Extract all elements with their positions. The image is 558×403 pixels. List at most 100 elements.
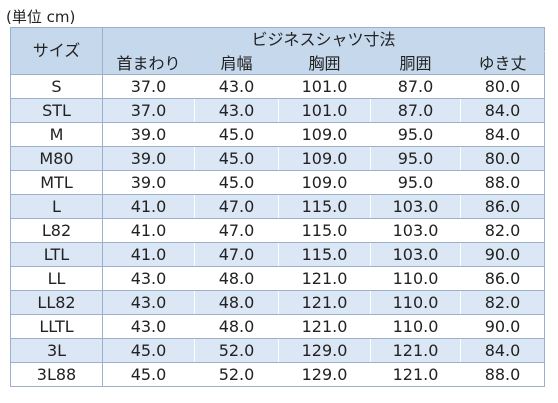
column-header-shoulder: 肩幅 [194,51,279,75]
size-cell: MTL [10,170,103,195]
size-table: サイズ ビジネスシャツ寸法 首まわり 肩幅 胸囲 胴囲 ゆき丈 S 37.0 43.… [10,27,546,387]
size-cell: 3L88 [10,362,103,387]
size-cell: LTL [10,242,103,267]
measurement-cell: 47.0 [194,194,279,219]
measurement-cell: 43.0 [194,98,279,123]
table-row: 3L88 45.0 52.0 129.0 121.0 88.0 [10,362,546,387]
measurement-cell: 45.0 [194,122,279,147]
measurement-cell: 45.0 [194,146,279,171]
measurement-cell: 52.0 [194,362,279,387]
measurement-cell: 101.0 [278,98,371,123]
measurement-cell: 87.0 [370,98,461,123]
unit-note: (単位 cm) [6,8,76,26]
table-row: S 37.0 43.0 101.0 87.0 80.0 [10,74,546,99]
measurement-cell: 129.0 [278,338,371,363]
table-row: LTL 41.0 47.0 115.0 103.0 90.0 [10,242,546,267]
measurement-cell: 41.0 [102,194,195,219]
measurement-cell: 110.0 [370,290,461,315]
measurement-cell: 95.0 [370,146,461,171]
measurement-cell: 84.0 [460,98,546,123]
measurement-cell: 48.0 [194,266,279,291]
size-cell: L [10,194,103,219]
measurement-cell: 52.0 [194,338,279,363]
measurement-cell: 129.0 [278,362,371,387]
size-cell: M [10,122,103,147]
measurement-cell: 84.0 [460,122,546,147]
measurement-cell: 47.0 [194,242,279,267]
measurement-cell: 41.0 [102,242,195,267]
measurement-cell: 109.0 [278,170,371,195]
column-header-waist: 胴囲 [370,51,461,75]
measurement-cell: 37.0 [102,74,195,99]
shirt-measurements-header: ビジネスシャツ寸法 [101,27,546,52]
measurement-cell: 95.0 [370,122,461,147]
measurement-cell: 80.0 [460,146,546,171]
measurement-cell: 47.0 [194,218,279,243]
measurement-cell: 121.0 [278,314,371,339]
measurement-cell: 103.0 [370,194,461,219]
measurement-cell: 95.0 [370,170,461,195]
size-cell: 3L [10,338,103,363]
measurement-cell: 90.0 [460,314,546,339]
measurement-cell: 43.0 [102,314,195,339]
measurement-cell: 121.0 [370,362,461,387]
measurement-cell: 88.0 [460,362,546,387]
measurement-cell: 115.0 [278,218,371,243]
measurement-cell: 109.0 [278,146,371,171]
table-row: LLTL 43.0 48.0 121.0 110.0 90.0 [10,314,546,339]
table-row: M80 39.0 45.0 109.0 95.0 80.0 [10,146,546,171]
table-row: STL 37.0 43.0 101.0 87.0 84.0 [10,98,546,123]
measurement-cell: 80.0 [460,74,546,99]
measurement-cell: 121.0 [278,290,371,315]
measurement-cell: 90.0 [460,242,546,267]
measurement-cell: 43.0 [102,290,195,315]
column-header-neck: 首まわり [102,51,195,75]
measurement-cell: 121.0 [278,266,371,291]
measurement-cell: 48.0 [194,290,279,315]
measurement-cell: 86.0 [460,194,546,219]
measurement-cell: 41.0 [102,218,195,243]
table-row: MTL 39.0 45.0 109.0 95.0 88.0 [10,170,546,195]
table-row: L 41.0 47.0 115.0 103.0 86.0 [10,194,546,219]
size-column-header: サイズ [10,27,103,75]
table-row: LL 43.0 48.0 121.0 110.0 86.0 [10,266,546,291]
measurement-cell: 115.0 [278,242,371,267]
measurement-cell: 39.0 [102,122,195,147]
measurement-cell: 43.0 [194,74,279,99]
measurement-cell: 121.0 [370,338,461,363]
table-row: 3L 45.0 52.0 129.0 121.0 84.0 [10,338,546,363]
measurement-cell: 86.0 [460,266,546,291]
measurement-cell: 84.0 [460,338,546,363]
measurement-cell: 82.0 [460,290,546,315]
size-cell: STL [10,98,103,123]
table-row: LL82 43.0 48.0 121.0 110.0 82.0 [10,290,546,315]
table-row: L82 41.0 47.0 115.0 103.0 82.0 [10,218,546,243]
measurement-cell: 37.0 [102,98,195,123]
measurement-cell: 110.0 [370,266,461,291]
measurement-cell: 45.0 [102,362,195,387]
measurement-cell: 103.0 [370,242,461,267]
size-cell: LL82 [10,290,103,315]
measurement-cell: 82.0 [460,218,546,243]
measurement-cell: 115.0 [278,194,371,219]
measurement-cell: 101.0 [278,74,371,99]
measurement-cell: 43.0 [102,266,195,291]
column-header-chest: 胸囲 [278,51,371,75]
size-cell: L82 [10,218,103,243]
measurement-cell: 45.0 [102,338,195,363]
measurement-cell: 48.0 [194,314,279,339]
size-cell: LLTL [10,314,103,339]
table-body: S 37.0 43.0 101.0 87.0 80.0 STL 37.0 43.0 101.0 87… [10,74,546,387]
size-cell: S [10,74,103,99]
table-row: M 39.0 45.0 109.0 95.0 84.0 [10,122,546,147]
measurement-cell: 87.0 [370,74,461,99]
measurement-cell: 109.0 [278,122,371,147]
measurement-cell: 103.0 [370,218,461,243]
measurement-cell: 45.0 [194,170,279,195]
column-header-sleeve: ゆき丈 [459,51,546,75]
measurement-cell: 110.0 [370,314,461,339]
measurement-cell: 39.0 [102,170,195,195]
size-cell: M80 [10,146,103,171]
measurement-cell: 88.0 [460,170,546,195]
size-cell: LL [10,266,103,291]
